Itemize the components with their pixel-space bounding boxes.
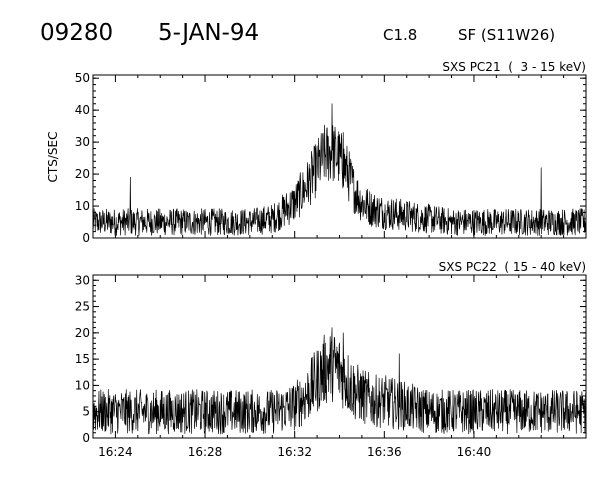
x-tick-label: 16:28 <box>188 445 223 459</box>
y-tick-label: 20 <box>75 326 90 340</box>
panel-pc22: SXS PC22 ( 15 - 40 keV) 0 5 10 15 20 25 30 16:2… <box>75 260 587 459</box>
plot-frame-pc22 <box>92 274 587 439</box>
event-id: 09280 <box>40 20 113 46</box>
y-tick-label: 25 <box>75 300 90 314</box>
y-tick-label: 0 <box>82 231 90 245</box>
trace-group-pc21 <box>92 103 587 236</box>
y-tick-label: 10 <box>75 199 90 213</box>
x-tick-label: 16:40 <box>457 445 492 459</box>
x-tick-label: 16:32 <box>277 445 312 459</box>
y-tick-label: 30 <box>75 135 90 149</box>
y-tick-label: 10 <box>75 378 90 392</box>
ticks-pc22: 0 5 10 15 20 25 30 16:24 16:28 16:32 16:36 16:40 <box>75 273 587 459</box>
x-tick-label: 16:24 <box>98 445 133 459</box>
y-tick-label: 0 <box>82 431 90 445</box>
flare-location: SF (S11W26) <box>458 26 555 44</box>
series-line-pc22 <box>92 327 587 435</box>
y-tick-label: 20 <box>75 167 90 181</box>
y-tick-label: 30 <box>75 273 90 287</box>
y-tick-label: 40 <box>75 103 90 117</box>
goes-class: C1.8 <box>383 26 417 44</box>
plot-frame-pc21 <box>92 74 587 239</box>
panel-pc21: SXS PC21 ( 3 - 15 keV) CTS/SEC 0 10 20 30 40… <box>46 60 587 245</box>
series-line-pc21 <box>92 103 587 236</box>
panel-title-pc22: SXS PC22 ( 15 - 40 keV) <box>439 260 586 274</box>
trace-group-pc22 <box>92 327 587 435</box>
x-tick-label: 16:36 <box>367 445 402 459</box>
y-tick-label: 5 <box>82 405 90 419</box>
panel-title-pc21: SXS PC21 ( 3 - 15 keV) <box>442 60 586 74</box>
y-tick-label: 50 <box>75 71 90 85</box>
y-axis-label: CTS/SEC <box>46 132 60 183</box>
y-tick-label: 15 <box>75 352 90 366</box>
event-date: 5-JAN-94 <box>158 20 259 46</box>
